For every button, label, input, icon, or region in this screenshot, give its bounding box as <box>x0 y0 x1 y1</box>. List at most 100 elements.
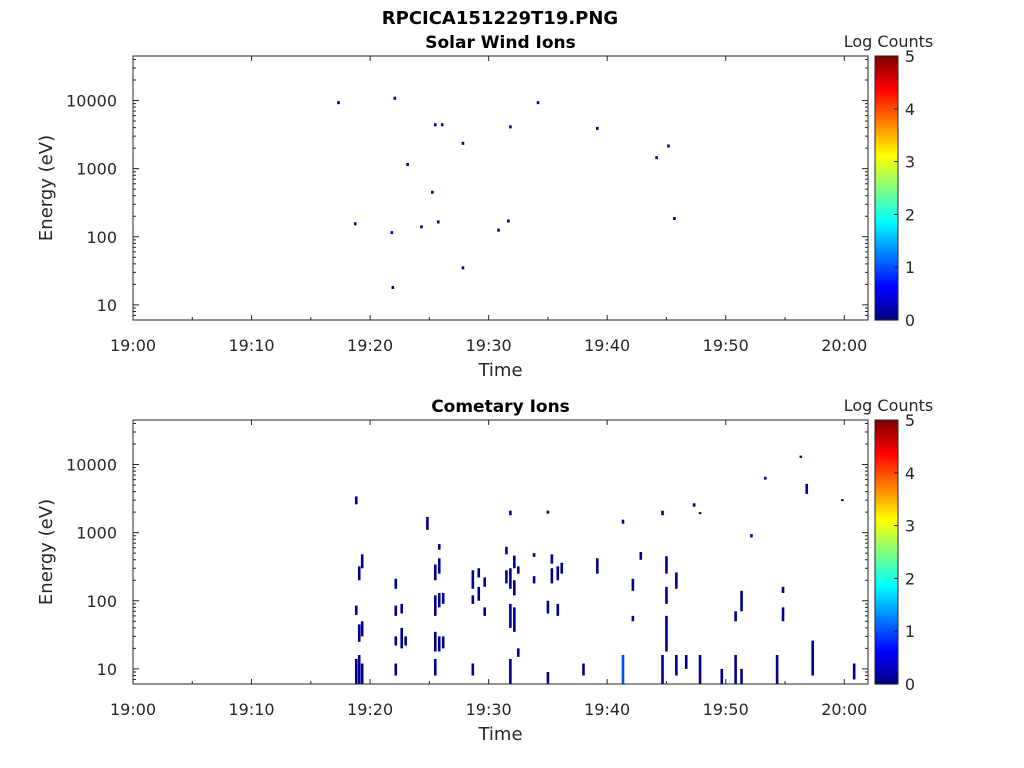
colorbar-segment <box>875 190 898 193</box>
data-column <box>698 512 702 515</box>
colorbar-segment <box>875 174 898 178</box>
colorbar-segment <box>875 192 898 196</box>
colorbar-segment <box>875 111 898 114</box>
colorbar-segment <box>875 472 898 476</box>
data-column <box>441 636 445 649</box>
data-column <box>556 566 560 581</box>
data-cell <box>433 123 437 127</box>
data-column <box>404 636 407 646</box>
colorbar-segment <box>875 651 898 654</box>
colorbar-segment <box>875 155 898 158</box>
x-tick-label: 19:50 <box>703 336 749 355</box>
colorbar-segment <box>875 420 898 423</box>
data-column <box>433 595 437 616</box>
colorbar-segment <box>875 240 898 244</box>
data-column <box>360 663 364 684</box>
colorbar-segment <box>875 501 898 505</box>
data-column <box>394 605 398 616</box>
colorbar-segment <box>875 508 898 511</box>
data-column <box>665 586 668 604</box>
y-tick-label: 1000 <box>76 160 117 179</box>
data-column <box>505 570 508 584</box>
data-cell <box>353 222 357 226</box>
colorbar-segment <box>875 247 898 251</box>
colorbar-segment <box>875 73 898 77</box>
data-column <box>471 595 475 604</box>
cometary-ions-panel: Cometary Ions 19:00 19:10 19:20 19:30 19:40 19… <box>36 396 933 745</box>
colorbar-segment <box>875 185 898 189</box>
colorbar-segment <box>875 100 898 103</box>
x-tick-label: 19:00 <box>110 336 156 355</box>
colorbar-segment <box>875 523 898 527</box>
data-column <box>357 654 361 684</box>
data-cell <box>655 156 658 160</box>
colorbar-segment <box>875 139 898 143</box>
colorbar-segment <box>875 199 898 202</box>
colorbar-segment <box>875 115 898 119</box>
data-cell <box>406 162 409 166</box>
colorbar-segment <box>875 218 898 222</box>
colorbar-segment <box>875 126 898 130</box>
x-tick-label: 19:00 <box>110 700 156 719</box>
data-column <box>734 611 737 622</box>
colorbar-label: Log Counts <box>844 396 934 415</box>
plot-frame <box>132 419 869 685</box>
colorbar-segment <box>875 444 898 447</box>
colorbar-segment <box>875 448 898 452</box>
colorbar-segment <box>875 69 898 72</box>
colorbar-segment <box>875 646 898 650</box>
colorbar-segment <box>875 181 898 185</box>
data-column <box>516 566 520 574</box>
x-tick-label: 19:20 <box>347 336 393 355</box>
colorbar-segment <box>875 624 898 628</box>
colorbar-segment <box>875 497 898 500</box>
colorbar-segment <box>875 62 898 66</box>
colorbar-segment <box>875 547 898 551</box>
x-tick-label: 19:10 <box>228 336 274 355</box>
colorbar-frame <box>874 419 899 685</box>
colorbar-segment <box>875 521 898 524</box>
colorbar-segment <box>875 102 898 105</box>
data-column <box>471 570 475 589</box>
data-column <box>550 554 554 564</box>
plot-area <box>133 56 868 320</box>
colorbar-segment <box>875 600 898 604</box>
colorbar-segment <box>875 637 898 641</box>
colorbar-tick-label: 1 <box>905 258 915 277</box>
colorbar-segment <box>875 602 898 606</box>
colorbar-tick-label: 3 <box>905 153 915 172</box>
colorbar-segment <box>875 431 898 434</box>
data-column <box>546 672 550 684</box>
colorbar-segment <box>875 122 898 125</box>
colorbar-segment <box>875 60 898 64</box>
colorbar-segment <box>875 644 898 648</box>
colorbar-segment <box>875 580 898 584</box>
colorbar-segment <box>875 280 898 284</box>
colorbar-segment <box>875 194 898 198</box>
colorbar-segment <box>875 426 898 430</box>
colorbar-segment <box>875 461 898 465</box>
colorbar-segment <box>875 236 898 240</box>
data-column <box>740 668 743 684</box>
colorbar-segment <box>875 439 898 443</box>
colorbar-segment <box>875 106 898 110</box>
colorbar-segment <box>875 267 898 270</box>
colorbar-segment <box>875 243 898 246</box>
data-column <box>763 476 767 480</box>
colorbar-segment <box>875 317 898 321</box>
colorbar-segment <box>875 494 898 498</box>
data-column <box>437 636 441 652</box>
colorbar-segment <box>875 238 898 242</box>
y-tick-label: 100 <box>86 592 117 611</box>
colorbar-segment <box>875 486 898 489</box>
data-column <box>354 658 358 684</box>
colorbar-segment <box>875 225 898 229</box>
colorbar-segment <box>875 271 898 275</box>
colorbar-segment <box>875 159 898 163</box>
colorbar-segment <box>875 512 898 516</box>
data-cell <box>431 190 434 194</box>
colorbar-segment <box>875 291 898 295</box>
colorbar-segment <box>875 161 898 165</box>
